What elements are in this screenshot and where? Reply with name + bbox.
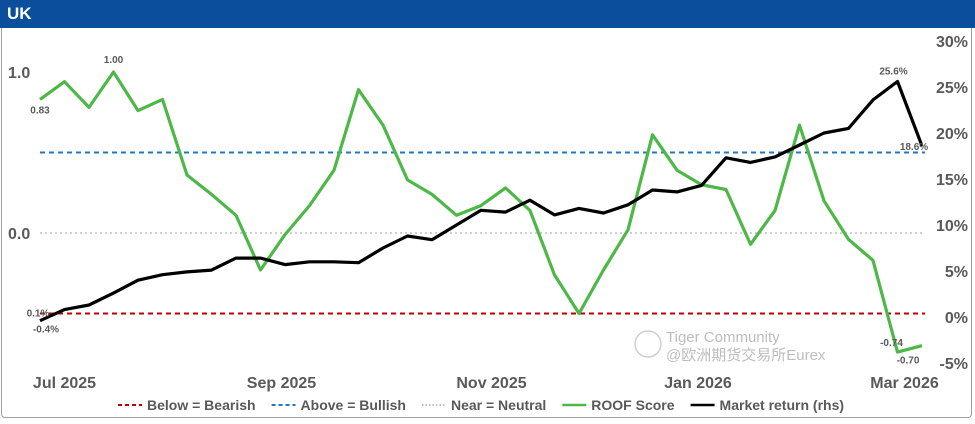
y-right-tick-label: -5% [940,356,968,373]
market-return-line [39,79,924,323]
data-label: -0.70 [897,356,920,367]
y-right-tick-label: 10% [936,218,968,235]
data-label: 0.1% [27,309,50,320]
data-label: -0.4% [33,325,59,336]
chart-frame [1,28,972,418]
data-label: 25.6% [879,66,907,77]
y-right-tick-label: 20% [936,126,968,143]
y-left-tick-label: 1.0 [8,65,30,82]
legend-item: Above = Bullish [301,397,406,413]
watermark-text: Tiger Community [666,329,780,346]
x-tick-label: Mar 2026 [870,375,939,392]
y-right-tick-label: 30% [936,34,968,51]
y-right-tick-label: 25% [936,80,968,97]
x-tick-label: Nov 2025 [456,375,526,392]
x-tick-label: Jan 2026 [664,375,732,392]
data-label: 1.00 [104,55,124,66]
y-right-tick-label: 0% [945,310,968,327]
roof-score-line [39,70,923,354]
y-left-tick-label: 0.0 [8,226,30,243]
y-right-tick-label: 15% [936,172,968,189]
data-label: 18.6% [900,142,928,153]
x-tick-label: Jul 2025 [33,375,96,392]
legend-item: Market return (rhs) [720,397,844,413]
data-label: 0.83 [30,105,50,116]
x-tick-label: Sep 2025 [247,375,316,392]
legend-item: ROOF Score [591,397,674,413]
watermark-logo-icon [634,330,662,358]
legend-item: Below = Bearish [147,397,256,413]
data-label: -0.74 [880,338,903,349]
y-right-tick-label: 5% [945,264,968,281]
chart-header: UK [0,0,975,28]
chart-title: UK [7,4,32,23]
legend-item: Near = Neutral [451,397,546,413]
watermark-text: @欧洲期货交易所Eurex [666,346,826,364]
